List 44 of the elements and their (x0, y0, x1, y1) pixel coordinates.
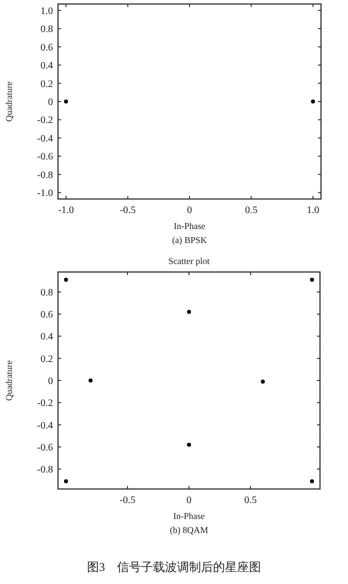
x-axis-title: In-Phase (173, 511, 205, 521)
y-tick-label: -0.4 (37, 133, 53, 144)
x-tick-label: 0.5 (244, 205, 258, 216)
y-tick-label: -0.6 (37, 442, 53, 454)
point (187, 442, 191, 447)
y-tick-label: -1.0 (37, 188, 53, 200)
x-tick-label: 1.0 (306, 205, 320, 216)
x-axis-title: In-Phase (174, 221, 206, 231)
y-tick-label: 0 (48, 376, 53, 387)
y-tick-label: -0.2 (37, 115, 53, 126)
y-tick-label: -0.8 (37, 170, 53, 181)
y-tick-label: 0.6 (40, 42, 53, 54)
x-tick-label: -1.0 (58, 205, 74, 216)
y-tick-label: 0.6 (40, 310, 53, 321)
text: (b) 8QAM (170, 525, 208, 535)
y-tick-label: -0.8 (37, 464, 53, 476)
y-tick-label: 0.4 (40, 60, 53, 72)
chart-title: Scatter plot (168, 256, 210, 266)
point (88, 378, 93, 382)
point (64, 278, 68, 282)
y-tick-label: -0.6 (37, 152, 53, 163)
point (260, 380, 265, 384)
y-tick-label: 0.2 (40, 78, 53, 90)
x-tick-label: 0.5 (244, 495, 257, 506)
point (187, 310, 191, 314)
y-tick-label: -0.2 (37, 398, 53, 410)
caption: 图3 信号子载波调制后的星座图 (87, 560, 261, 574)
x-tick-label: -0.5 (120, 495, 136, 506)
y-tick-label: -0.4 (37, 420, 53, 432)
y-tick-label: 0.2 (40, 354, 53, 365)
text: (a) BPSK (172, 235, 208, 245)
point (310, 479, 314, 484)
point (64, 479, 68, 484)
y-tick-label: 0 (48, 97, 53, 108)
x-tick-label: 0 (187, 205, 192, 216)
y-axis-title: Quadrature (4, 81, 14, 122)
x-tick-label: -0.5 (120, 205, 136, 216)
point (310, 278, 314, 282)
y-tick-label: 0.8 (40, 287, 53, 298)
y-axis-title: Quadrature (4, 360, 14, 401)
y-tick-label: 0.4 (40, 332, 53, 343)
x-tick-label: 0 (186, 495, 192, 506)
y-tick-label: 1.0 (40, 6, 53, 17)
y-tick-label: 0.8 (40, 24, 53, 36)
